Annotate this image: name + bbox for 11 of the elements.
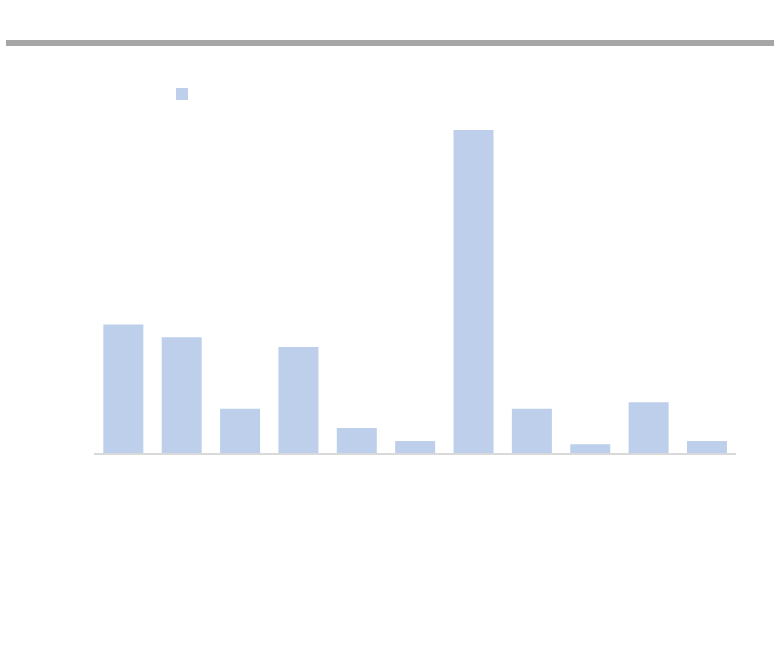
bar [453, 130, 494, 454]
bar [161, 337, 202, 454]
bar [278, 347, 319, 454]
bar [511, 408, 552, 454]
bar [395, 441, 436, 454]
bar [103, 324, 144, 454]
bar [220, 408, 261, 454]
bar [336, 428, 377, 454]
bar [570, 444, 611, 454]
bar [628, 402, 669, 454]
bar [686, 441, 727, 454]
